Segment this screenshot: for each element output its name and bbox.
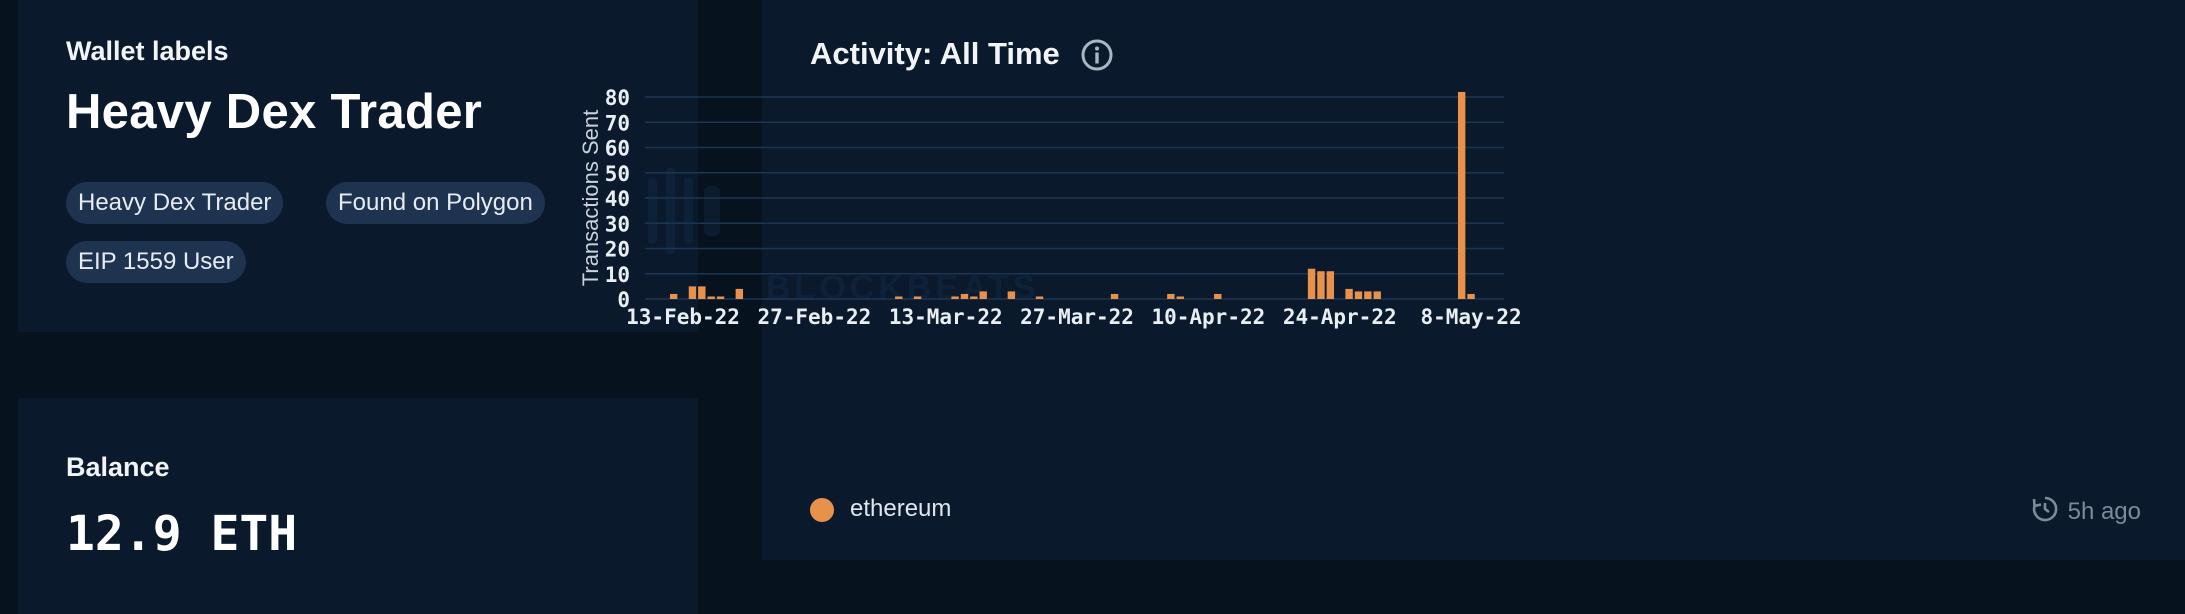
balance-heading: Balance bbox=[66, 452, 170, 482]
bar[interactable] bbox=[1373, 291, 1381, 299]
bar[interactable] bbox=[1214, 293, 1222, 299]
bar[interactable] bbox=[698, 286, 706, 299]
bar[interactable] bbox=[1307, 268, 1316, 299]
bar[interactable] bbox=[1354, 291, 1363, 299]
legend-label[interactable]: ethereum bbox=[850, 495, 952, 522]
y-tick-label: 20 bbox=[605, 238, 630, 262]
y-tick-label: 50 bbox=[605, 162, 630, 186]
y-tick-label: 60 bbox=[605, 137, 630, 161]
bar[interactable] bbox=[707, 296, 715, 299]
bar[interactable] bbox=[1364, 291, 1372, 299]
bar[interactable] bbox=[735, 288, 744, 299]
y-tick-label: 30 bbox=[605, 212, 630, 236]
y-tick-label: 0 bbox=[617, 288, 630, 312]
balance-value: 12.9 ETH bbox=[66, 506, 298, 562]
activity-panel: Activity: All Time BLOCKBEATS 0 10 20 30 40 5… bbox=[578, 0, 2185, 560]
y-axis-label: Transactions Sent bbox=[578, 110, 603, 287]
label-tag[interactable]: EIP 1559 User bbox=[66, 241, 246, 283]
bar[interactable] bbox=[1457, 91, 1466, 299]
bar[interactable] bbox=[1035, 296, 1044, 299]
bar[interactable] bbox=[1326, 271, 1335, 299]
x-tick-label: 13-Mar-22 bbox=[889, 305, 1003, 329]
label-tag[interactable]: Found on Polygon bbox=[326, 182, 545, 224]
bar[interactable] bbox=[1345, 288, 1353, 299]
svg-text:BLOCKBEATS: BLOCKBEATS bbox=[766, 269, 1040, 307]
y-tick-label: 80 bbox=[605, 86, 630, 110]
x-tick-label: 8-May-22 bbox=[1420, 305, 1521, 329]
x-tick-label: 10-Apr-22 bbox=[1151, 305, 1265, 329]
activity-title: Activity: All Time bbox=[810, 36, 1060, 71]
y-tick-label: 40 bbox=[605, 187, 630, 211]
wallet-labels-panel: Wallet labels Heavy Dex Trader Heavy Dex… bbox=[18, 0, 698, 332]
bar[interactable] bbox=[951, 296, 959, 299]
x-tick-label: 24-Apr-22 bbox=[1283, 305, 1397, 329]
x-tick-label: 27-Mar-22 bbox=[1020, 305, 1134, 329]
y-tick-label: 70 bbox=[605, 111, 630, 135]
bar[interactable] bbox=[688, 286, 697, 299]
wallet-labels-heading: Wallet labels bbox=[66, 36, 229, 66]
bar[interactable] bbox=[960, 293, 969, 299]
wallet-label-title: Heavy Dex Trader bbox=[66, 85, 483, 139]
bar[interactable] bbox=[716, 296, 725, 299]
bar[interactable] bbox=[1110, 293, 1119, 299]
refresh-time-label: 5h ago bbox=[2067, 497, 2141, 525]
bar[interactable] bbox=[970, 296, 978, 299]
x-tick-label: 27-Feb-22 bbox=[757, 305, 871, 329]
bar[interactable] bbox=[1176, 296, 1184, 299]
bar[interactable] bbox=[669, 293, 678, 299]
bar[interactable] bbox=[913, 296, 922, 299]
bar[interactable] bbox=[1007, 291, 1016, 299]
blockbeats-watermark: BLOCKBEATS bbox=[648, 168, 1040, 307]
bar[interactable] bbox=[979, 291, 987, 299]
balance-panel: Balance 12.9 ETH bbox=[18, 398, 698, 614]
bar[interactable] bbox=[895, 296, 903, 299]
bar[interactable] bbox=[1467, 293, 1475, 299]
label-tag[interactable]: Heavy Dex Trader bbox=[66, 182, 284, 224]
info-icon[interactable] bbox=[1080, 38, 1114, 77]
refresh-status[interactable]: 5h ago bbox=[2030, 494, 2141, 529]
legend-dot bbox=[810, 498, 834, 522]
bar[interactable] bbox=[1167, 293, 1175, 299]
bar[interactable] bbox=[1317, 271, 1325, 299]
refresh-clock-icon[interactable] bbox=[2030, 494, 2060, 529]
x-tick-label: 13-Feb-22 bbox=[626, 305, 740, 329]
y-tick-label: 10 bbox=[605, 263, 630, 287]
